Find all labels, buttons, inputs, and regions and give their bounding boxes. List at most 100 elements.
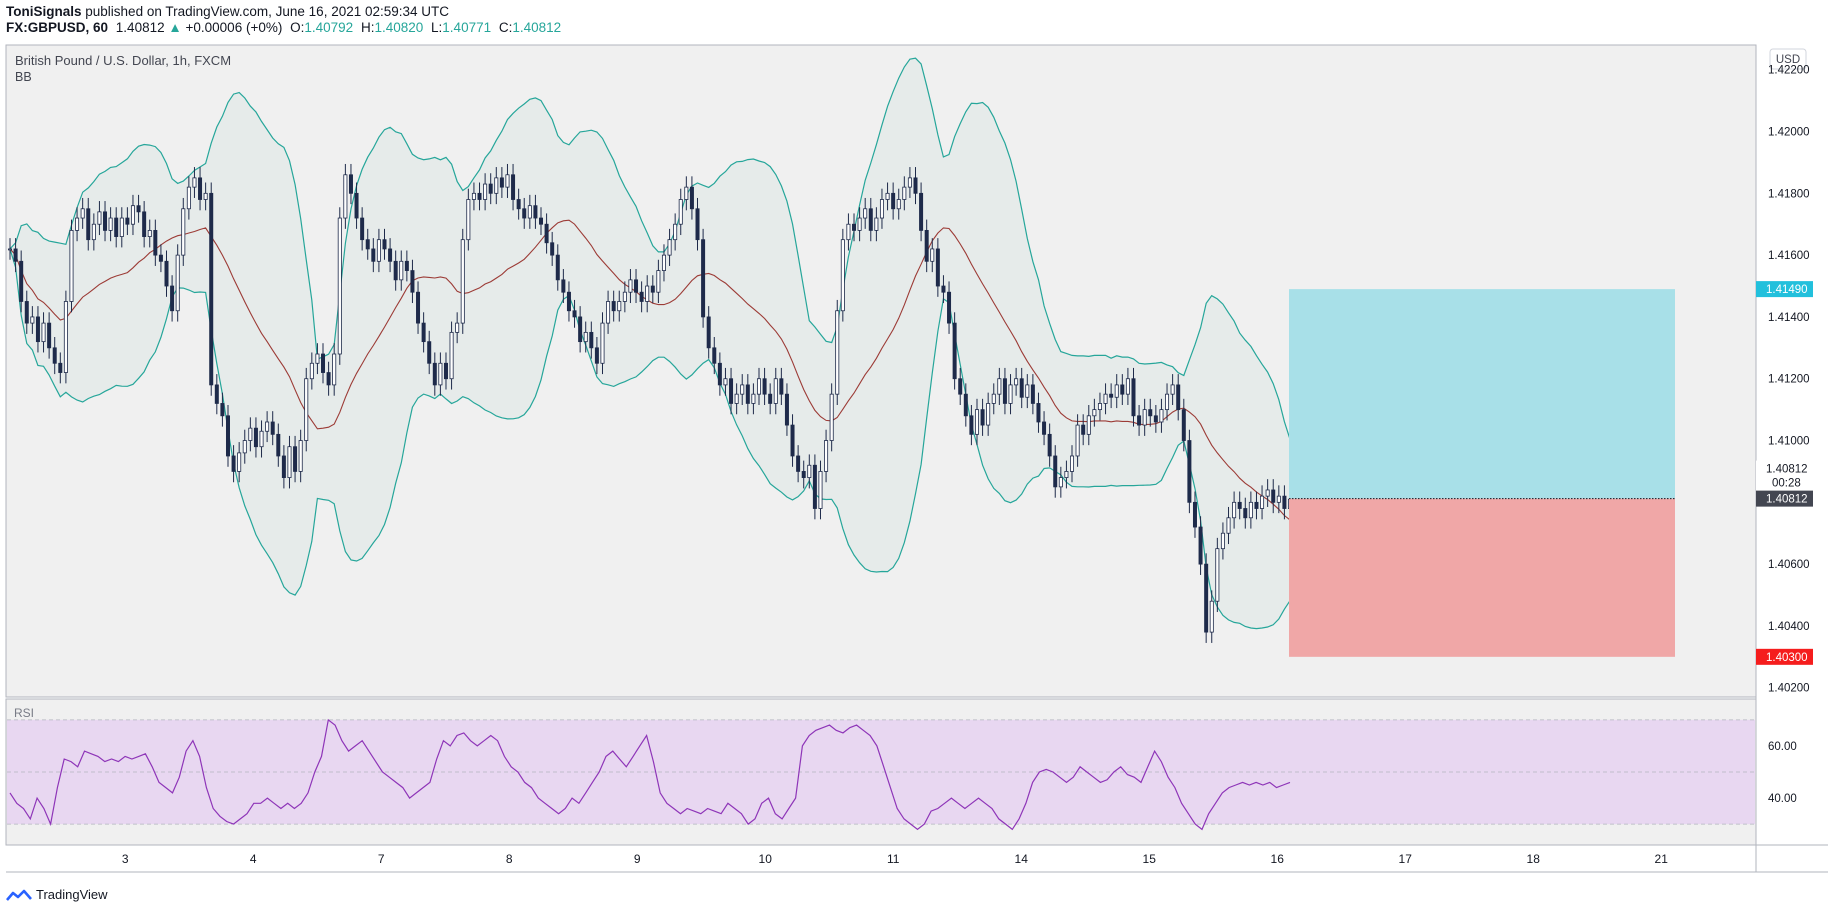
candle bbox=[578, 306, 583, 353]
candle bbox=[907, 167, 912, 198]
candle bbox=[941, 275, 946, 304]
high-label: H: bbox=[360, 20, 375, 35]
candle-body bbox=[1030, 384, 1035, 404]
candle-body bbox=[846, 223, 851, 241]
candle-body bbox=[248, 427, 253, 441]
price-tick-label: 1.40400 bbox=[1768, 621, 1810, 633]
candle bbox=[1092, 398, 1097, 427]
candle bbox=[35, 306, 40, 353]
candle-body bbox=[958, 378, 963, 395]
candle bbox=[1081, 414, 1086, 446]
author-name[interactable]: ToniSignals bbox=[6, 4, 82, 19]
candle bbox=[376, 228, 381, 273]
price-tick-label: 1.42200 bbox=[1768, 65, 1810, 77]
candle-body bbox=[158, 254, 163, 262]
candle bbox=[829, 383, 834, 452]
candle bbox=[695, 197, 700, 251]
candle-body bbox=[1237, 501, 1242, 509]
candle bbox=[634, 269, 639, 304]
target-price-tag-text: 1.41490 bbox=[1766, 284, 1808, 296]
candle bbox=[1226, 506, 1231, 545]
price-tick-label: 1.40200 bbox=[1768, 683, 1810, 695]
candle bbox=[499, 167, 504, 198]
candle bbox=[650, 275, 655, 304]
candle-body bbox=[388, 248, 393, 262]
candle bbox=[561, 269, 566, 304]
candle bbox=[63, 290, 68, 384]
candle bbox=[52, 337, 57, 375]
tradingview-footer[interactable]: TradingView bbox=[6, 887, 108, 902]
candle bbox=[1271, 479, 1276, 514]
currency-badge[interactable] bbox=[1769, 48, 1807, 70]
candle-body bbox=[1215, 548, 1220, 602]
candle-body bbox=[673, 223, 678, 241]
candle-body bbox=[242, 440, 247, 454]
candle bbox=[186, 176, 191, 220]
candle bbox=[924, 219, 929, 273]
candle-body bbox=[365, 239, 370, 250]
candle-body bbox=[924, 230, 929, 262]
candle bbox=[158, 244, 163, 273]
candle-body bbox=[751, 393, 756, 404]
candle-body bbox=[896, 199, 901, 210]
candle bbox=[198, 167, 203, 211]
candle-body bbox=[1114, 384, 1119, 398]
candle bbox=[438, 352, 443, 396]
candle bbox=[1215, 537, 1220, 613]
chart-header: ToniSignals published on TradingView.com… bbox=[6, 0, 1826, 40]
candle bbox=[214, 374, 219, 415]
candle bbox=[153, 219, 158, 266]
candle bbox=[919, 182, 924, 242]
candle-body bbox=[801, 471, 806, 479]
candle bbox=[812, 454, 817, 520]
candle-body bbox=[1265, 489, 1270, 497]
candle bbox=[667, 228, 672, 266]
candle bbox=[494, 167, 499, 205]
candle bbox=[896, 188, 901, 220]
candle bbox=[874, 207, 879, 242]
candle bbox=[522, 197, 527, 229]
candle bbox=[734, 383, 739, 415]
candle-body bbox=[410, 270, 415, 293]
candle-body bbox=[416, 291, 421, 324]
candle-body bbox=[231, 455, 236, 472]
candle-body bbox=[265, 421, 270, 432]
low-label: L: bbox=[431, 20, 443, 35]
candle bbox=[1243, 497, 1248, 529]
candle-body bbox=[499, 177, 504, 188]
candle-body bbox=[1109, 393, 1114, 398]
candle bbox=[1008, 374, 1013, 415]
candle bbox=[572, 299, 577, 328]
candle bbox=[1209, 590, 1214, 643]
candle bbox=[1148, 398, 1153, 427]
price-tick-label: 1.41400 bbox=[1768, 312, 1810, 324]
candle-body bbox=[1226, 517, 1231, 534]
time-tick-label: 4 bbox=[250, 852, 257, 866]
candle-body bbox=[164, 260, 169, 287]
price-change: +0.00006 (+0%) bbox=[185, 20, 283, 35]
candle bbox=[477, 182, 482, 211]
candle bbox=[466, 188, 471, 251]
candle bbox=[270, 411, 275, 446]
candle bbox=[136, 194, 141, 223]
candle bbox=[913, 167, 918, 205]
candle bbox=[1265, 479, 1270, 507]
open-value: 1.40792 bbox=[304, 20, 354, 35]
candle-body bbox=[779, 378, 784, 395]
candle-body bbox=[1131, 378, 1136, 417]
time-tick-label: 7 bbox=[378, 852, 385, 866]
candle bbox=[639, 281, 644, 313]
candle-body bbox=[237, 452, 242, 472]
price-tick-label: 1.42000 bbox=[1768, 127, 1810, 139]
candle bbox=[712, 337, 717, 375]
candle bbox=[1036, 392, 1041, 433]
candle-body bbox=[1014, 378, 1019, 386]
candle-body bbox=[863, 208, 868, 219]
candle-body bbox=[840, 239, 845, 312]
candle-body bbox=[986, 403, 991, 426]
candle-body bbox=[360, 217, 365, 241]
candle-body bbox=[1159, 409, 1164, 423]
candle bbox=[360, 207, 365, 251]
candle-body bbox=[421, 322, 426, 343]
